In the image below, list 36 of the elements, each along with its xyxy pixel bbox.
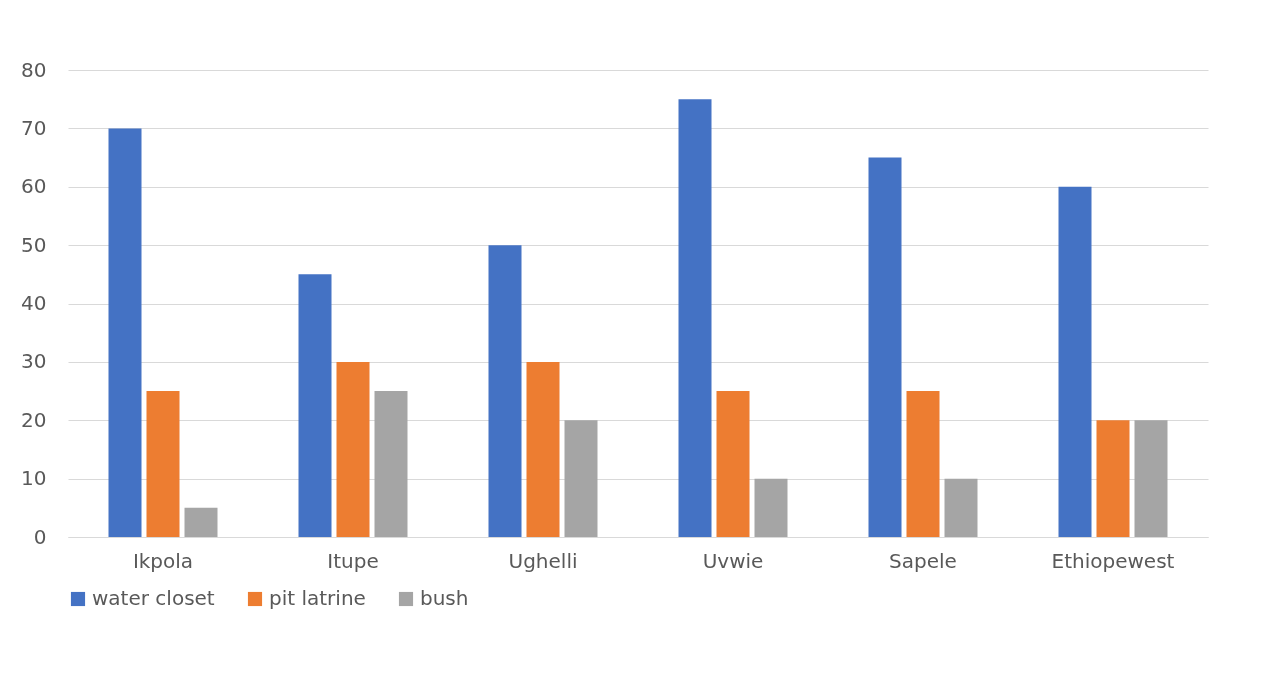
y-tick-label: 30 [21,349,47,374]
bar [564,420,598,537]
legend-label: bush [420,586,469,610]
bar [336,361,370,537]
y-tick-label: 10 [21,466,47,491]
y-tick-label: 70 [21,115,47,140]
bar [1058,186,1092,537]
bar [374,391,408,537]
legend-label: water closet [92,586,215,610]
bar [868,157,902,537]
bar [1134,420,1168,537]
bar [526,361,560,537]
y-tick-label: 0 [33,524,47,549]
y-tick-label: 20 [21,407,47,432]
bar [906,391,940,537]
legend-label: pit latrine [269,586,366,610]
x-tick-label: Ughelli [508,548,578,573]
bar [184,507,218,537]
bar [146,391,180,537]
x-tick-label: Ethiopewest [1051,548,1175,573]
bar [298,274,332,537]
x-tick-label: Ikpola [132,548,194,573]
y-tick-label: 80 [21,57,47,82]
x-tick-label: Itupe [327,548,379,573]
y-tick-label: 50 [21,232,47,257]
bar [678,99,712,537]
bar [754,478,788,537]
y-tick-label: 60 [21,174,47,199]
bar [488,245,522,537]
bar [1096,420,1130,537]
y-tick-label: 40 [21,291,47,315]
x-tick-label: Sapele [889,548,957,573]
x-tick-label: Uvwie [702,548,764,573]
bar [108,128,142,537]
bar [716,391,750,537]
bar [944,478,978,537]
